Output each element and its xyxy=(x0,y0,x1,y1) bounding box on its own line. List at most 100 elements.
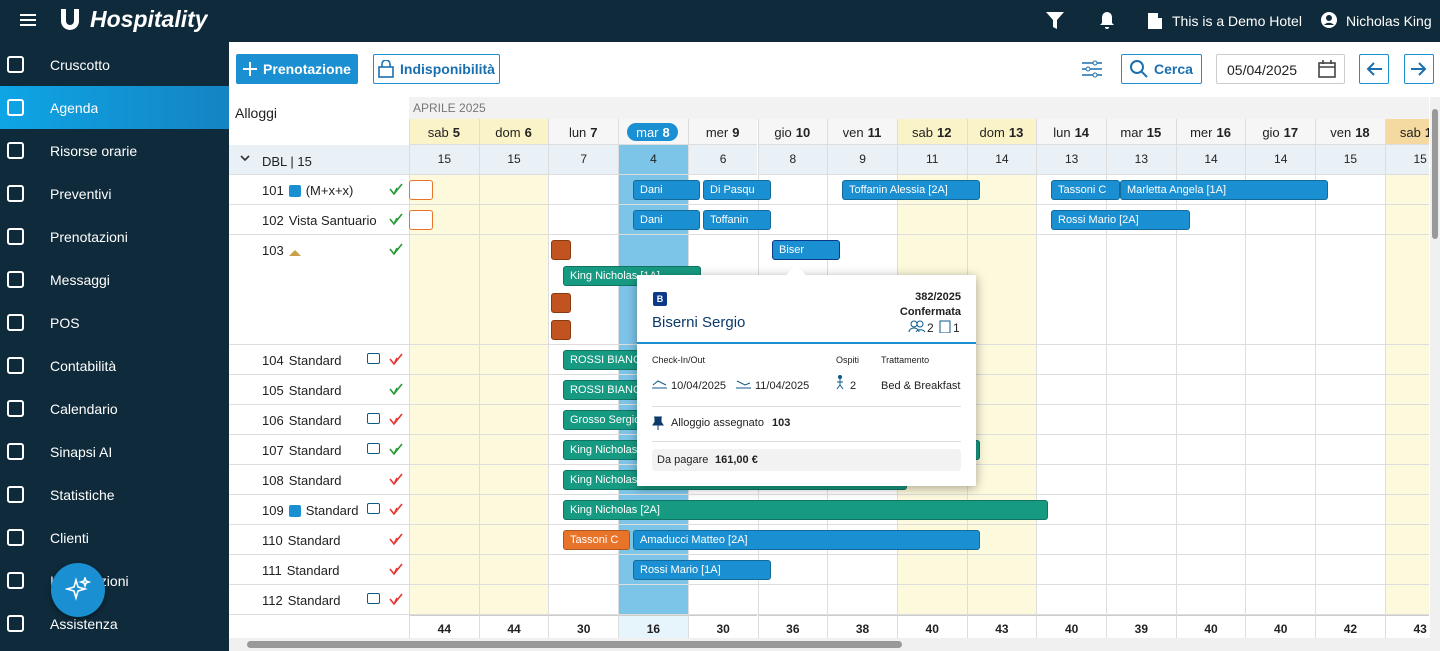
day-number: 19 xyxy=(1424,124,1429,140)
weekday: mer xyxy=(1190,124,1213,140)
settings-icon[interactable] xyxy=(1082,60,1102,78)
room-label: 112 Standard xyxy=(262,593,341,608)
note-icon[interactable] xyxy=(367,353,380,364)
scroll-thumb[interactable] xyxy=(247,641,902,648)
day-header xyxy=(409,119,479,145)
nav-item[interactable]: Risorse orarie xyxy=(0,129,229,172)
block[interactable] xyxy=(409,210,433,230)
nav-item[interactable]: Cruscotto xyxy=(0,43,229,86)
room-row-line xyxy=(229,584,1429,585)
nav-item[interactable]: Preventivi xyxy=(0,172,229,215)
cleaning-status[interactable] xyxy=(389,383,403,396)
booking[interactable]: ROSSI BIANCA xyxy=(563,350,640,370)
cleaning-status[interactable] xyxy=(389,413,403,426)
nav-item[interactable]: Sinapsi AI xyxy=(0,430,229,473)
nav-item[interactable]: Messaggi xyxy=(0,258,229,301)
availability: 15 xyxy=(478,145,549,175)
nav-item[interactable]: Impostazioni xyxy=(0,559,229,602)
v-scroll-thumb[interactable] xyxy=(1432,109,1438,239)
booking[interactable]: Marletta Angela [1A] xyxy=(1120,180,1328,200)
next-button[interactable] xyxy=(1404,54,1434,84)
collapse-icon[interactable] xyxy=(240,155,250,163)
booking[interactable]: Rossi Mario [1A] xyxy=(633,560,771,580)
booking[interactable]: Biser xyxy=(772,240,840,260)
booking[interactable]: Toffanin xyxy=(703,210,771,230)
room-name: Standard xyxy=(288,383,342,398)
room-number: 109 xyxy=(262,503,284,518)
nav-icon xyxy=(7,271,24,288)
user-name[interactable]: Nicholas King xyxy=(1346,13,1432,29)
cleaning-status[interactable] xyxy=(389,473,403,486)
nav-item[interactable]: Agenda xyxy=(0,86,229,129)
availability: 14 xyxy=(1245,145,1316,175)
nav-item[interactable]: POS xyxy=(0,301,229,344)
day-label: ven 18 xyxy=(1315,119,1385,145)
booking[interactable]: Rossi Mario [2A] xyxy=(1051,210,1190,230)
weekday: mar xyxy=(636,124,659,140)
booking[interactable]: Dani xyxy=(633,210,700,230)
booking[interactable]: Di Pasqu xyxy=(703,180,771,200)
cleaning-status[interactable] xyxy=(389,213,403,226)
nav-item[interactable]: Assistenza xyxy=(0,602,229,645)
note-icon[interactable] xyxy=(367,593,380,604)
availability: 15 xyxy=(1315,145,1385,175)
nav-item[interactable]: Statistiche xyxy=(0,473,229,516)
room-row-line xyxy=(229,554,1429,555)
cleaning-status[interactable] xyxy=(389,593,403,606)
day-label: mar 15 xyxy=(1106,119,1176,145)
booking[interactable]: Grosso Sergio xyxy=(563,410,640,430)
day-number: 6 xyxy=(524,124,532,140)
day-number: 15 xyxy=(1146,124,1162,140)
ai-fab[interactable] xyxy=(51,563,105,617)
date-input[interactable]: 05/04/2025 xyxy=(1216,54,1345,84)
cleaning-status[interactable] xyxy=(389,533,403,546)
cleaning-status[interactable] xyxy=(389,563,403,576)
prev-button[interactable] xyxy=(1359,54,1389,84)
menu-icon[interactable] xyxy=(20,13,36,27)
cleaning-status[interactable] xyxy=(389,353,403,366)
scrollbar[interactable] xyxy=(229,638,1440,651)
block[interactable] xyxy=(551,240,571,260)
nav-item[interactable]: Calendario xyxy=(0,387,229,430)
day-number: 17 xyxy=(1283,124,1299,140)
day-label: mar 8 xyxy=(618,119,688,145)
booking[interactable]: Tassoni C xyxy=(1051,180,1120,200)
label: Prenotazione xyxy=(263,61,351,77)
selected-day-pill xyxy=(627,123,679,141)
nav-item[interactable]: Contabilità xyxy=(0,344,229,387)
booking[interactable]: King Nicholas [2A] xyxy=(563,500,1048,520)
block[interactable] xyxy=(409,180,433,200)
note-icon[interactable] xyxy=(367,443,380,454)
booking[interactable]: Tassoni C xyxy=(563,530,630,550)
cleaning-status[interactable] xyxy=(389,443,403,456)
nav-item[interactable]: Prenotazioni xyxy=(0,215,229,258)
filter-icon[interactable] xyxy=(1046,12,1064,29)
nav-icon xyxy=(7,99,24,116)
day-column xyxy=(1106,119,1176,615)
unavailability-button[interactable]: Indisponibilità xyxy=(373,54,500,84)
note-icon[interactable] xyxy=(367,503,380,514)
note-icon[interactable] xyxy=(367,413,380,424)
booking[interactable]: ROSSI BIANCA xyxy=(563,380,640,400)
nav-icon xyxy=(7,443,24,460)
block[interactable] xyxy=(551,293,571,313)
v-scrollbar[interactable] xyxy=(1430,97,1440,638)
hotel-name[interactable]: This is a Demo Hotel xyxy=(1172,13,1302,29)
channel-badge: B xyxy=(653,292,667,306)
cleaning-status[interactable] xyxy=(389,183,403,196)
booking[interactable]: Dani xyxy=(633,180,700,200)
booking[interactable]: Amaducci Matteo [2A] xyxy=(633,530,980,550)
new-booking-button[interactable]: Prenotazione xyxy=(236,54,358,84)
search-button[interactable]: Cerca xyxy=(1121,54,1202,84)
nav-item[interactable]: Clienti xyxy=(0,516,229,559)
day-label: lun 7 xyxy=(548,119,618,145)
day-number: 12 xyxy=(936,124,952,140)
nav-label: POS xyxy=(50,315,80,331)
bell-icon[interactable] xyxy=(1099,11,1115,30)
cleaning-status[interactable] xyxy=(389,243,403,256)
cleaning-status[interactable] xyxy=(389,503,403,516)
month-row xyxy=(409,97,1429,119)
block[interactable] xyxy=(551,320,571,340)
divider xyxy=(652,441,961,442)
booking[interactable]: Toffanin Alessia [2A] xyxy=(842,180,980,200)
